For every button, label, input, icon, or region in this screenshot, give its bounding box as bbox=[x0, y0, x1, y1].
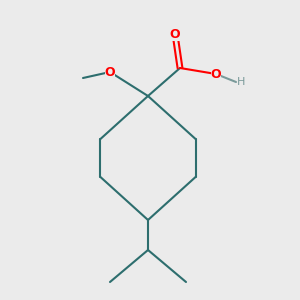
Text: O: O bbox=[105, 65, 115, 79]
Text: O: O bbox=[211, 68, 221, 80]
Text: O: O bbox=[170, 28, 180, 40]
Text: H: H bbox=[237, 77, 246, 87]
